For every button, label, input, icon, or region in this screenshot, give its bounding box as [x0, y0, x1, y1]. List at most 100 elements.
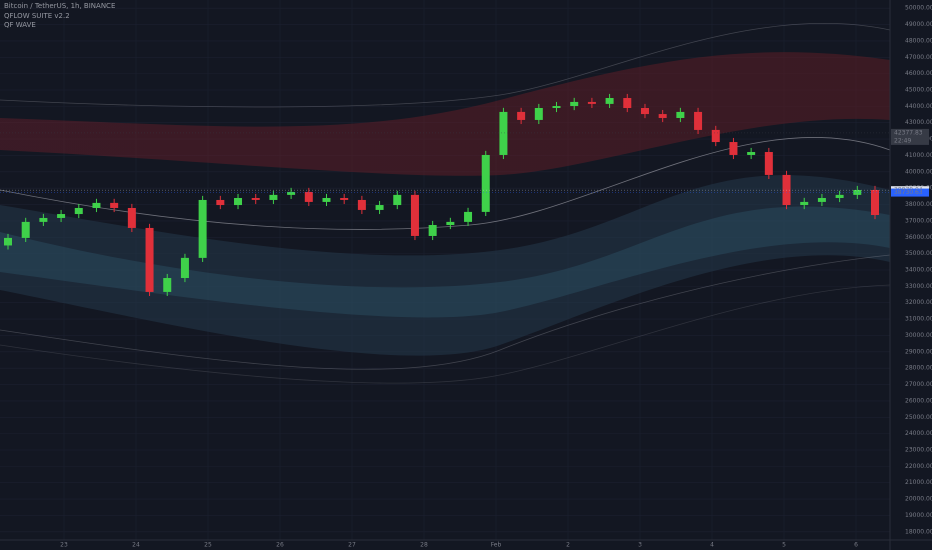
- x-tick-label: 2: [566, 542, 570, 549]
- y-tick-label: 18000.00: [905, 528, 932, 535]
- indicator-label: QFLOW SUITE v2.2: [4, 12, 70, 20]
- x-tick-label: 25: [204, 542, 212, 549]
- candle-body: [216, 199, 225, 206]
- candle-body: [800, 201, 809, 206]
- indicator-label: QF WAVE: [4, 21, 36, 29]
- x-tick-label: 28: [420, 542, 428, 549]
- price-marker-label: 42377.83: [894, 129, 923, 136]
- x-tick-label: 6: [854, 542, 858, 549]
- candle-body: [393, 194, 402, 206]
- candle-body: [871, 189, 879, 216]
- candle-body: [4, 237, 12, 246]
- candle-body: [39, 217, 48, 222]
- price-marker: [891, 188, 929, 197]
- y-tick-label: 24000.00: [905, 430, 932, 437]
- y-tick-label: 32000.00: [905, 299, 932, 306]
- candle-body: [446, 221, 455, 225]
- y-tick-label: 28000.00: [905, 365, 932, 372]
- y-tick-label: 41000.00: [905, 152, 932, 159]
- x-tick-label: 27: [348, 542, 356, 549]
- y-tick-label: 21000.00: [905, 479, 932, 486]
- y-tick-label: 45000.00: [905, 87, 932, 94]
- candle-body: [694, 111, 703, 130]
- x-tick-label: 23: [60, 542, 68, 549]
- y-tick-label: 40000.00: [905, 168, 932, 175]
- y-tick-label: 25000.00: [905, 414, 932, 421]
- candle-body: [481, 154, 490, 212]
- y-tick-label: 44000.00: [905, 103, 932, 110]
- y-tick-label: 38000.00: [905, 201, 932, 208]
- y-tick-label: 36000.00: [905, 234, 932, 241]
- y-tick-label: 35000.00: [905, 250, 932, 257]
- price-marker-label: 38730.63: [894, 189, 923, 196]
- price-marker-time: 22:49: [894, 137, 911, 144]
- y-tick-label: 31000.00: [905, 316, 932, 323]
- candle-body: [711, 129, 720, 143]
- y-tick-label: 46000.00: [905, 70, 932, 77]
- candle-body: [92, 202, 101, 208]
- y-tick-label: 33000.00: [905, 283, 932, 290]
- candle-body: [747, 152, 756, 155]
- wave-bands: [0, 22, 891, 384]
- x-tick-label: 5: [782, 542, 786, 549]
- candle-body: [640, 108, 649, 115]
- candle-body: [658, 114, 667, 118]
- candle-body: [534, 108, 543, 120]
- candle-body: [375, 205, 384, 210]
- candle-body: [304, 191, 313, 202]
- y-tick-label: 43000.00: [905, 119, 932, 126]
- x-tick-label: 3: [638, 542, 642, 549]
- candle-body: [269, 194, 278, 200]
- y-tick-label: 48000.00: [905, 37, 932, 44]
- candle-body: [410, 194, 419, 236]
- candle-body: [605, 98, 614, 104]
- candle-body: [234, 198, 243, 206]
- candle-body: [764, 152, 773, 175]
- candle-body: [163, 278, 172, 292]
- candle-body: [587, 101, 596, 104]
- candle-body: [853, 189, 862, 195]
- candle-body: [287, 191, 296, 195]
- candle-body: [340, 198, 349, 200]
- y-tick-label: 29000.00: [905, 348, 932, 355]
- candle-body: [729, 142, 738, 155]
- x-tick-label: 26: [276, 542, 284, 549]
- candle-body: [464, 211, 473, 222]
- candle-body: [499, 111, 508, 155]
- x-tick-label: Feb: [491, 542, 502, 549]
- x-tick-label: 4: [710, 542, 714, 549]
- y-tick-label: 22000.00: [905, 463, 932, 470]
- candle-body: [57, 214, 66, 218]
- y-tick-label: 30000.00: [905, 332, 932, 339]
- y-tick-label: 27000.00: [905, 381, 932, 388]
- y-tick-label: 50000.00: [905, 5, 932, 12]
- candle-body: [251, 198, 260, 200]
- candle-body: [835, 194, 844, 198]
- y-tick-label: 23000.00: [905, 447, 932, 454]
- candle-body: [145, 227, 154, 292]
- price-marker: [891, 128, 929, 145]
- candle-body: [74, 207, 83, 215]
- candle-body: [180, 257, 189, 279]
- y-tick-label: 19000.00: [905, 512, 932, 519]
- y-tick-label: 34000.00: [905, 267, 932, 274]
- candle-body: [552, 106, 561, 108]
- candle-body: [322, 198, 331, 202]
- candle-body: [570, 101, 579, 107]
- y-tick-label: 26000.00: [905, 397, 932, 404]
- candle-body: [127, 207, 136, 228]
- candle-body: [817, 198, 826, 202]
- candle-body: [623, 98, 632, 108]
- x-tick-label: 24: [132, 542, 140, 549]
- y-tick-label: 47000.00: [905, 54, 932, 61]
- candle-body: [21, 221, 30, 238]
- candle-body: [357, 199, 366, 210]
- candle-body: [428, 225, 437, 236]
- candle-body: [676, 111, 685, 118]
- y-tick-label: 49000.00: [905, 21, 932, 28]
- y-tick-label: 37000.00: [905, 217, 932, 224]
- candle-body: [110, 202, 119, 208]
- candle-body: [198, 199, 207, 258]
